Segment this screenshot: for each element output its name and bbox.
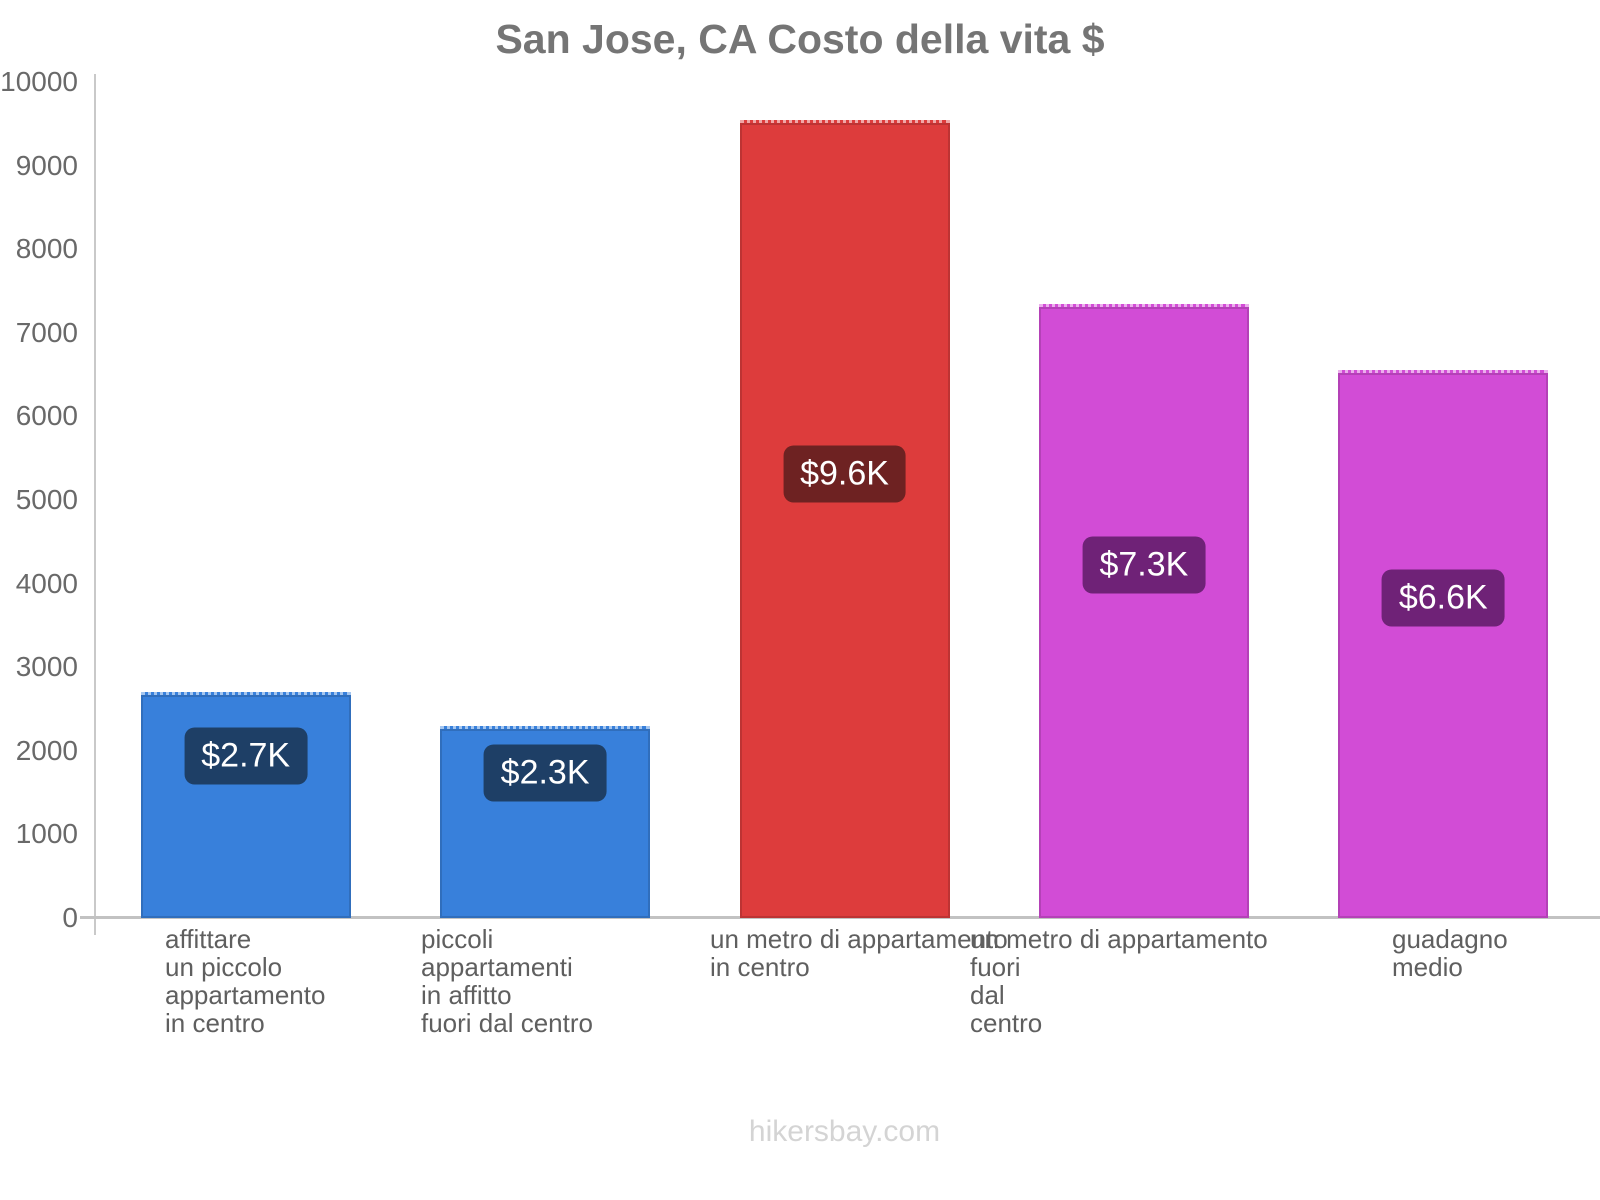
y-tick-label: 4000 xyxy=(15,567,78,599)
bar-3[interactable]: $9.6K xyxy=(739,119,950,918)
y-tick-label: 2000 xyxy=(15,734,78,766)
value-badge: $2.7K xyxy=(184,727,308,785)
watermark-text: hikersbay.com xyxy=(748,1115,941,1148)
value-badge: $2.3K xyxy=(483,744,607,802)
value-badge: $7.3K xyxy=(1082,536,1206,594)
bar-1[interactable]: $2.7K xyxy=(140,692,351,918)
x-tick-label: un metro di appartamento in centro xyxy=(710,924,1008,982)
value-badge: $6.6K xyxy=(1381,569,1505,627)
y-tick-label: 0 xyxy=(62,902,78,933)
value-badge: $9.6K xyxy=(783,445,906,503)
y-tick-label: 1000 xyxy=(15,818,78,850)
y-axis-line xyxy=(94,74,96,935)
y-tick-label: 5000 xyxy=(15,484,78,515)
y-tick-label: 8000 xyxy=(15,233,78,265)
chart-title: San Jose, CA Costo della vita $ xyxy=(495,16,1105,62)
plot-area: $2.7K $2.3K $9.6K $7.3K $6.6K xyxy=(96,82,1593,918)
y-tick-label: 10000 xyxy=(0,66,78,97)
y-tick-label: 6000 xyxy=(15,400,78,432)
x-tick-label: piccoli appartamenti in affitto fuori dal c… xyxy=(421,924,593,1038)
y-tick-label: 9000 xyxy=(15,149,78,181)
x-tick-label: un metro di appartamento fuori dal centro xyxy=(970,924,1268,1038)
bar-5[interactable]: $6.6K xyxy=(1338,370,1549,918)
y-tick-label: 7000 xyxy=(15,316,78,348)
x-tick-label: guadagno medio xyxy=(1392,924,1508,982)
bar-2[interactable]: $2.3K xyxy=(440,725,651,918)
bar-4[interactable]: $7.3K xyxy=(1038,303,1249,918)
x-tick-label: affittare un piccolo appartamento in centro xyxy=(165,924,326,1038)
y-tick-label: 3000 xyxy=(15,651,78,683)
